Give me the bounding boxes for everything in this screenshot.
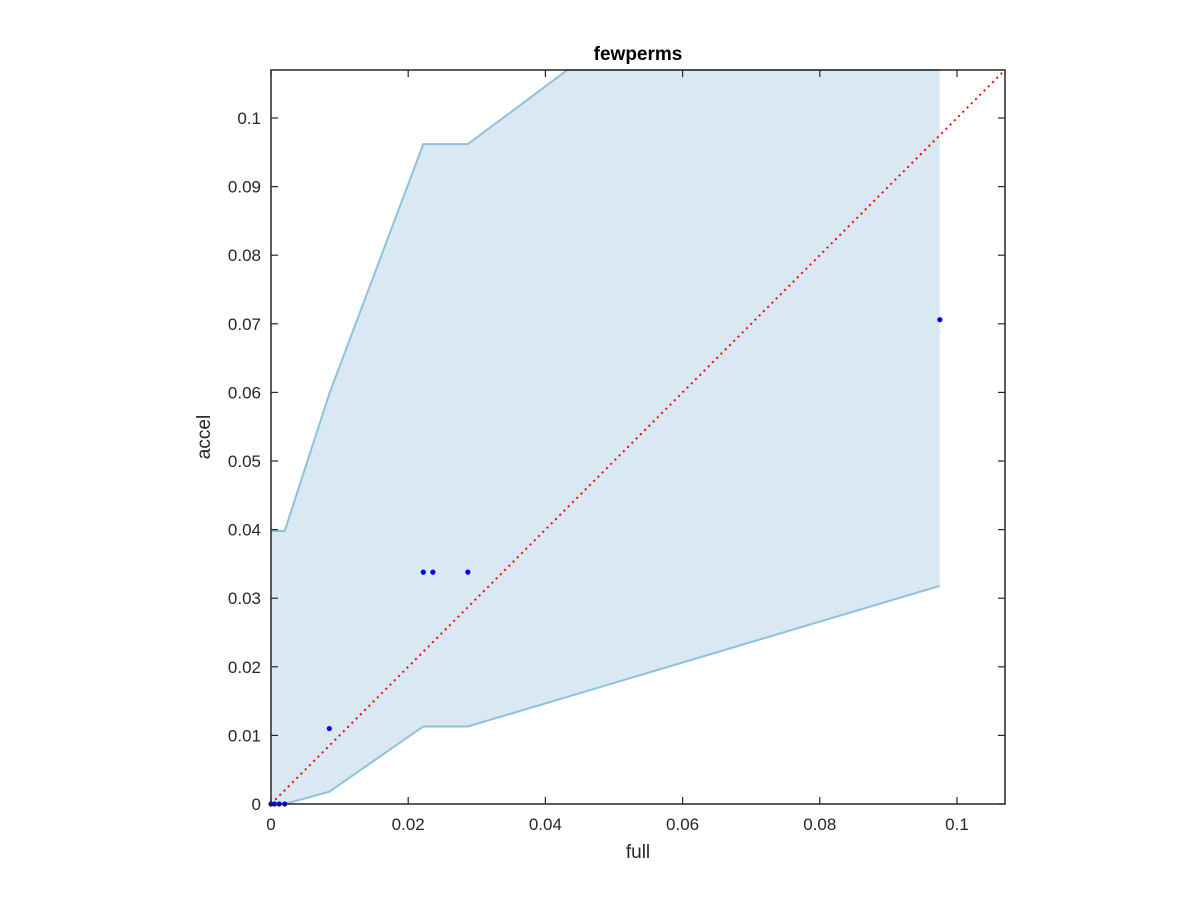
data-points [268, 317, 943, 807]
data-point [326, 725, 332, 732]
data-point [937, 317, 943, 323]
y-axis-ticks: 0 0.01 0.02 0.03 0.04 0.05 0.06 0.07 0.08 0.09 0.1 [228, 109, 1005, 814]
y-tick-label: 0.01 [228, 726, 261, 745]
chart-title: fewperms [594, 44, 683, 65]
y-tick-label: 0.04 [228, 521, 261, 540]
y-tick-label: 0.08 [228, 246, 261, 265]
x-axis-label: full [626, 842, 650, 863]
y-tick-label: 0.1 [237, 109, 261, 128]
data-point [465, 569, 471, 575]
y-tick-label: 0.06 [228, 383, 261, 402]
x-tick-label: 0.04 [529, 815, 562, 834]
x-tick-label: 0 [266, 815, 275, 834]
plot-frame [270, 69, 1006, 805]
y-tick-label: 0.05 [228, 452, 261, 471]
y-tick-label: 0.02 [228, 658, 261, 677]
x-tick-label: 0.06 [666, 815, 699, 834]
y-tick-label: 0.09 [228, 178, 261, 197]
x-tick-label: 0.02 [392, 815, 425, 834]
y-tick-label: 0.07 [228, 315, 261, 334]
band-fill [271, 70, 940, 804]
y-tick-label: 0.03 [228, 589, 261, 608]
reference-line [270, 69, 1006, 805]
diagonal-reference-line [270, 69, 1006, 805]
y-tick-label: 0 [252, 795, 261, 814]
data-point [420, 569, 426, 575]
data-point [430, 569, 436, 575]
y-axis-label: accel [194, 415, 215, 459]
x-tick-label: 0.1 [945, 815, 969, 834]
x-axis-ticks: 0 0.02 0.04 0.06 0.08 0.1 [266, 70, 969, 834]
x-tick-label: 0.08 [803, 815, 836, 834]
